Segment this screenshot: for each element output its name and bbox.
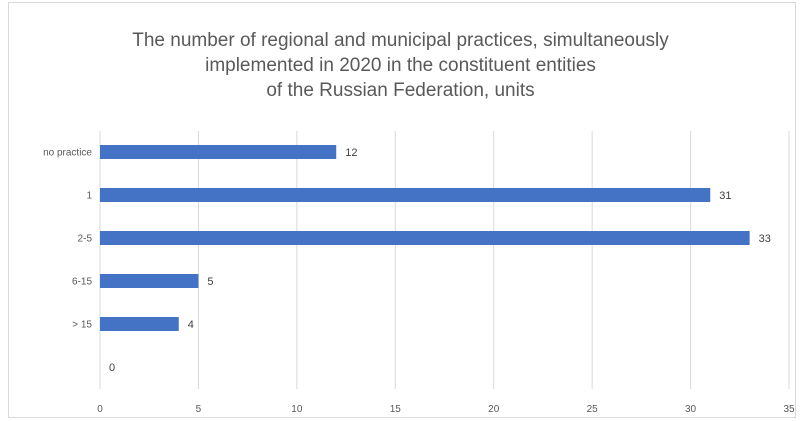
y-category-label: 1 [86,191,92,202]
bar [100,188,711,202]
x-tick-label: 25 [587,404,599,415]
bar-value-label: 4 [188,319,194,331]
y-category-label: 6-15 [72,277,92,288]
bar-value-label: 0 [109,362,115,374]
bar-value-label: 5 [207,276,213,288]
chart-frame [8,2,796,418]
chart-title: The number of regional and municipal pra… [0,28,801,103]
y-category-label: no practice [43,148,92,159]
bar [100,145,337,159]
bar-value-label: 33 [759,233,771,245]
bar [100,317,179,331]
bar [100,274,199,288]
bar-value-label: 12 [345,147,357,159]
bar [100,231,750,245]
x-tick-label: 5 [196,404,202,415]
y-category-label: > 15 [72,320,92,331]
chart-title-line-1: The number of regional and municipal pra… [132,30,669,51]
chart-title-line-2: implemented in 2020 in the constituent e… [205,55,596,76]
bar-value-label: 31 [719,190,731,202]
x-tick-label: 35 [783,404,795,415]
x-tick-label: 20 [488,404,500,415]
y-category-label: 2-5 [78,234,93,245]
chart-title-line-3: of the Russian Federation, units [266,80,535,101]
x-tick-label: 10 [291,404,303,415]
x-tick-label: 15 [390,404,402,415]
x-tick-label: 30 [685,404,697,415]
x-tick-label: 0 [97,404,103,415]
